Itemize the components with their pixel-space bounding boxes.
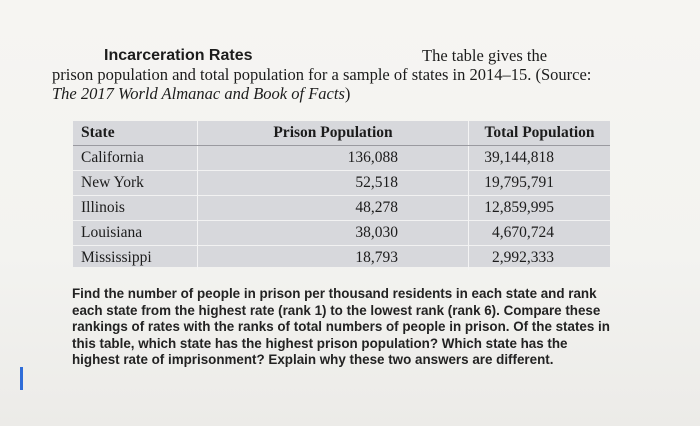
intro-text-end: )	[344, 84, 351, 103]
cell-prison-population: 52,518	[197, 170, 469, 196]
cell-total-population: 39,144,818	[468, 145, 610, 171]
intro-text: prison population and total population f…	[52, 65, 612, 103]
table-row: New York 52,518 19,795,791	[73, 170, 610, 196]
table-header-row: State Prison Population Total Population	[73, 121, 610, 146]
header-prison-population: Prison Population	[197, 121, 469, 146]
cell-prison-population: 136,088	[197, 145, 469, 171]
table-row: Illinois 48,278 12,859,995	[73, 195, 610, 221]
header-state: State	[73, 121, 198, 146]
question-text: Find the number of people in prison per …	[72, 286, 610, 368]
table-row: Louisiana 38,030 4,670,724	[73, 220, 610, 246]
intro-first-line: The table gives the	[422, 46, 548, 65]
cell-total-population: 2,992,333	[468, 245, 610, 270]
data-table: State Prison Population Total Population…	[73, 121, 610, 270]
source-title: The 2017 World Almanac and Book of Facts	[52, 84, 345, 103]
problem-intro: Incarceration Rates The table gives the …	[52, 46, 612, 103]
problem-heading: Incarceration Rates	[104, 47, 253, 64]
cell-total-population: 19,795,791	[468, 170, 610, 196]
cell-state: California	[73, 145, 198, 171]
cell-state: New York	[73, 170, 198, 196]
intro-text-main: prison population and total population f…	[52, 65, 592, 84]
table-row: California 136,088 39,144,818	[73, 145, 610, 171]
margin-marker	[20, 367, 23, 390]
cell-total-population: 4,670,724	[468, 220, 610, 246]
cell-prison-population: 38,030	[197, 220, 469, 246]
header-total-population: Total Population	[468, 121, 610, 146]
cell-prison-population: 18,793	[197, 245, 469, 270]
cell-state: Louisiana	[73, 220, 198, 246]
cell-total-population: 12,859,995	[468, 195, 610, 221]
cell-prison-population: 48,278	[197, 195, 469, 221]
cell-state: Mississippi	[73, 245, 198, 270]
table-row: Mississippi 18,793 2,992,333	[73, 245, 610, 270]
cell-state: Illinois	[73, 195, 198, 221]
